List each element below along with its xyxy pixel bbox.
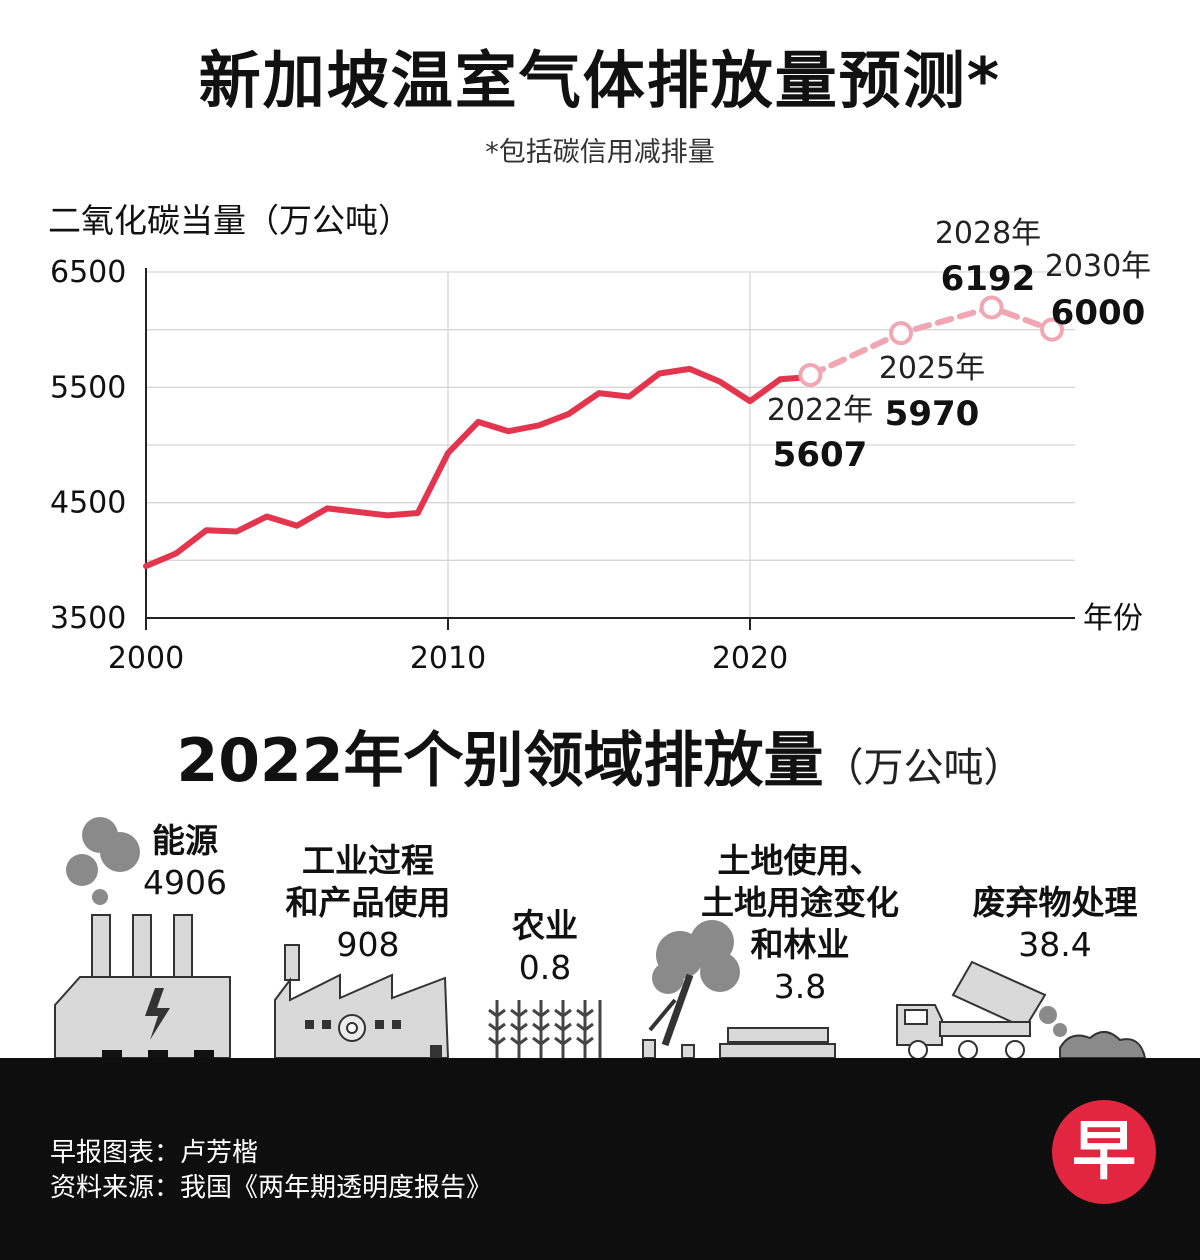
dump-truck-icon — [896, 960, 1147, 1060]
data-source: 资料来源：我国《两年期透明度报告》 — [50, 1173, 493, 1203]
footer-bar — [0, 1058, 1200, 1260]
sector-industry-name: 工业过程 和产品使用 — [285, 841, 451, 922]
annotation-value-label: 6000 — [1051, 293, 1146, 333]
sector-section-title: 2022年个别领域排放量（万公吨） — [0, 712, 1200, 799]
projection-point — [889, 321, 913, 346]
annotation-value-label: 6192 — [941, 259, 1036, 299]
sector-energy-name: 能源 — [152, 821, 218, 860]
sector-waste: 废弃物处理 38.4 — [955, 882, 1155, 966]
sector-energy-value: 4906 — [143, 863, 227, 902]
power-plant-icon — [54, 817, 231, 1059]
annotation-year-label: 2025年 — [879, 351, 985, 386]
sector-agriculture: 农业 0.8 — [490, 905, 600, 989]
x-tick-label: 2020 — [712, 641, 788, 676]
sector-unit: （万公吨） — [823, 745, 1024, 791]
annotation-year-label: 2022年 — [767, 393, 873, 428]
emissions-line-chart: 6500 5500 4500 3500 2000 2010 2020 二氧化碳当量（万公吨） 年… — [48, 201, 1151, 676]
sector-land-use-value: 3.8 — [773, 967, 827, 1006]
sector-industry: 工业过程 和产品使用 908 — [258, 840, 478, 966]
y-tick-label: 6500 — [50, 255, 126, 290]
annotation-year-label: 2030年 — [1045, 249, 1151, 284]
sector-waste-name: 废弃物处理 — [972, 883, 1138, 922]
sector-land-use-name: 土地使用、 土地用途变化 和林业 — [701, 841, 899, 964]
projection-point — [1040, 317, 1064, 342]
sector-land-use: 土地使用、 土地用途变化 和林业 3.8 — [670, 840, 930, 1008]
zaobao-logo: 早 — [1052, 1100, 1156, 1204]
x-axis-label: 年份 — [1083, 601, 1143, 636]
tree-logs-icon — [642, 920, 836, 1059]
sector-industry-value: 908 — [336, 925, 400, 964]
projection-point — [798, 362, 823, 387]
factory-gear-icon — [274, 944, 450, 1059]
y-tick-label: 5500 — [50, 370, 126, 405]
y-tick-label: 4500 — [50, 486, 126, 521]
page-subtitle: *包括碳信用减排量 — [485, 137, 715, 168]
y-axis-label: 二氧化碳当量（万公吨） — [48, 201, 411, 240]
series-projection-line — [807, 304, 1055, 378]
x-tick-label: 2000 — [108, 641, 184, 676]
sector-agriculture-value: 0.8 — [518, 948, 572, 987]
series-historical-line — [143, 365, 814, 570]
page-title: 新加坡温室气体排放量预测* — [198, 44, 1002, 117]
crops-icon — [488, 1000, 602, 1058]
annotation-value-label: 5607 — [773, 435, 868, 475]
sector-agriculture-name: 农业 — [512, 906, 578, 945]
x-tick-label: 2010 — [410, 641, 486, 676]
sector-energy: 能源 4906 — [130, 820, 240, 904]
annotation-year-label: 2028年 — [935, 216, 1041, 251]
annotation-value-label: 5970 — [885, 394, 980, 434]
projection-point — [979, 295, 1004, 320]
sector-title: 2022年个别领域排放量 — [176, 726, 824, 796]
sector-illustrations — [54, 817, 1147, 1060]
y-tick-label: 3500 — [50, 601, 126, 636]
sector-waste-value: 38.4 — [1018, 925, 1092, 964]
chart-credit: 早报图表：卢芳楷 — [50, 1138, 259, 1168]
